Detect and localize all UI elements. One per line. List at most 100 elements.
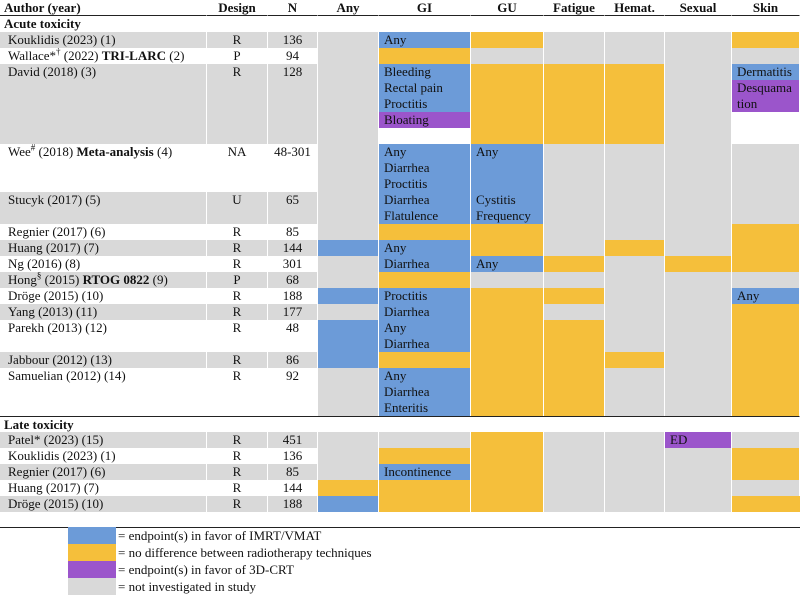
cell-hemat xyxy=(605,432,665,448)
cell-text: Any xyxy=(476,256,499,271)
cell-skin: Desquama tion xyxy=(732,80,800,112)
cell-gi xyxy=(379,272,471,288)
n-cell: 128 xyxy=(268,64,318,144)
cell-skin xyxy=(732,272,800,288)
cell-text: Flatulence xyxy=(384,208,439,223)
n-cell: 94 xyxy=(268,48,318,64)
cell-any xyxy=(318,272,379,288)
cell-any xyxy=(318,48,379,64)
cell-hemat xyxy=(605,144,665,192)
design-cell: R xyxy=(207,432,268,448)
n-cell: 48-301 xyxy=(268,144,318,192)
author-cell: Parekh (2013) (12) xyxy=(0,320,207,352)
cell-text: Any xyxy=(384,144,407,159)
cell-text: Rectal pain xyxy=(384,80,443,95)
cell-skin xyxy=(732,48,800,64)
author-text: (2022) xyxy=(60,48,102,63)
cell-fatigue xyxy=(544,32,605,48)
cell-gi xyxy=(379,48,471,64)
footnote-mark: † xyxy=(56,48,61,57)
cell-fatigue xyxy=(544,320,605,352)
cell-text: Any xyxy=(384,240,407,255)
n-cell: 451 xyxy=(268,432,318,448)
author-cell: Kouklidis (2023) (1) xyxy=(0,448,207,464)
cell-gu xyxy=(471,224,544,240)
cell-skin xyxy=(732,256,800,272)
cell-hemat xyxy=(605,192,665,224)
cell-hemat xyxy=(605,496,665,512)
header-hemat: Hemat. xyxy=(605,0,665,16)
author-cell: Wallace*† (2022) TRI-LARC (2) xyxy=(0,48,207,64)
cell-fatigue xyxy=(544,304,605,320)
cell-skin xyxy=(732,432,800,448)
cell-sexual xyxy=(665,240,732,256)
n-cell: 85 xyxy=(268,464,318,480)
cell-gi: Any xyxy=(379,240,471,256)
legend-item: = not investigated in study xyxy=(68,578,568,595)
cell-gu: Any xyxy=(471,256,544,272)
cell-any xyxy=(318,448,379,464)
legend-label: = endpoint(s) in favor of IMRT/VMAT xyxy=(118,528,322,543)
n-cell: 188 xyxy=(268,288,318,304)
cell-gu xyxy=(471,48,544,64)
legend-swatch xyxy=(68,578,116,595)
design-cell: R xyxy=(207,496,268,512)
cell-text: Incontinence xyxy=(384,464,452,479)
section-late-toxicity: Late toxicity xyxy=(0,416,800,432)
design-cell: R xyxy=(207,368,268,416)
cell-any xyxy=(318,352,379,368)
cell-skin xyxy=(732,448,800,464)
design-cell: R xyxy=(207,352,268,368)
design-cell: U xyxy=(207,192,268,224)
legend-item: = endpoint(s) in favor of IMRT/VMAT xyxy=(68,527,568,544)
toxicity-table: Author (year) Design N Any GI GU Fatigue Hemat.… xyxy=(0,0,800,528)
cell-any xyxy=(318,480,379,496)
cell-gu xyxy=(471,448,544,464)
design-cell: R xyxy=(207,256,268,272)
cell-skin xyxy=(732,496,800,512)
cell-gi xyxy=(379,432,471,448)
cell-gu: Cystitis Frequency xyxy=(471,192,544,224)
cell-any xyxy=(318,192,379,224)
cell-gi: Incontinence xyxy=(379,464,471,480)
cell-text: Proctitis xyxy=(384,96,428,111)
cell-sexual xyxy=(665,464,732,480)
cell-fatigue xyxy=(544,368,605,416)
design-cell: P xyxy=(207,272,268,288)
cell-text: ED xyxy=(670,432,688,447)
cell-any xyxy=(318,304,379,320)
cell-sexual xyxy=(665,304,732,320)
author-text: (4) xyxy=(153,144,173,159)
cell-skin: Any xyxy=(732,288,800,304)
cell-any xyxy=(318,288,379,304)
cell-any xyxy=(318,496,379,512)
cell-gi: Any xyxy=(379,32,471,48)
legend-swatch xyxy=(68,544,116,561)
cell-any xyxy=(318,368,379,416)
header-fatigue: Fatigue xyxy=(544,0,605,16)
legend-swatch xyxy=(68,527,116,544)
cell-gu xyxy=(471,32,544,48)
cell-gu xyxy=(471,480,544,496)
cell-hemat xyxy=(605,224,665,240)
cell-fatigue xyxy=(544,448,605,464)
author-cell: Wee# (2018) Meta-analysis (4) xyxy=(0,144,207,192)
cell-gi: Bloating xyxy=(379,112,471,128)
design-cell: P xyxy=(207,48,268,64)
cell-text: Bleeding xyxy=(384,64,431,79)
design-cell: R xyxy=(207,304,268,320)
legend-item: = endpoint(s) in favor of 3D-CRT xyxy=(68,561,568,578)
author-cell: Stucyk (2017) (5) xyxy=(0,192,207,224)
n-cell: 144 xyxy=(268,240,318,256)
legend-swatch xyxy=(68,561,116,578)
cell-hemat xyxy=(605,48,665,64)
cell-fatigue xyxy=(544,352,605,368)
cell-skin xyxy=(732,32,800,48)
author-cell: Yang (2013) (11) xyxy=(0,304,207,320)
cell-hemat xyxy=(605,288,665,304)
author-text: (9) xyxy=(149,272,168,287)
cell-any xyxy=(318,64,379,144)
cell-text: Any xyxy=(737,288,760,303)
cell-skin xyxy=(732,368,800,416)
cell-sexual xyxy=(665,144,732,192)
